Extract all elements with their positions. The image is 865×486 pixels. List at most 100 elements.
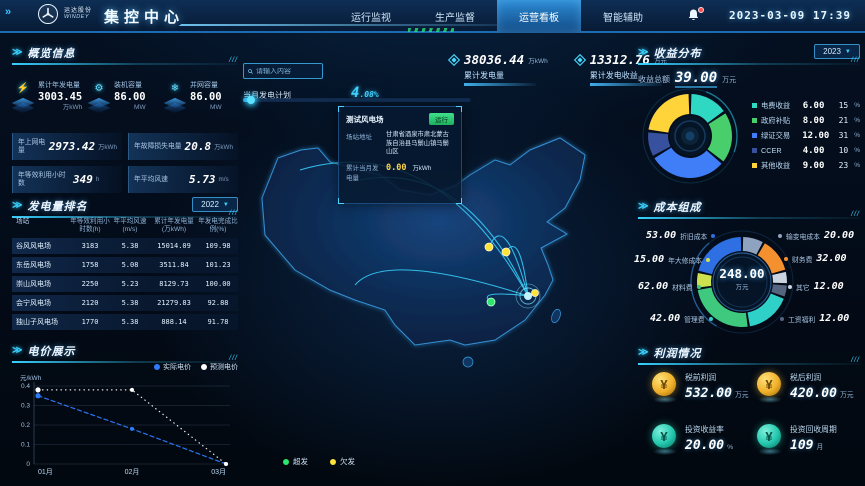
price-point <box>130 387 134 392</box>
taiwan-island[interactable] <box>550 308 562 324</box>
profit-section: ≫ 利润情况 /// <box>638 346 860 365</box>
hainan-island[interactable] <box>462 356 474 368</box>
legend-percent: 31 <box>838 131 849 140</box>
table-cell: 1770 <box>81 317 99 326</box>
legend-item[interactable]: 其他收益 9.00 23 % <box>752 158 860 173</box>
stat-value: 86.00 <box>114 90 146 103</box>
stat-unit: 万元 <box>653 57 667 65</box>
donut-segment[interactable] <box>648 132 671 156</box>
col-hours: 年等效利用小时数(h) <box>70 218 110 233</box>
yuan-coin-icon: ¥ <box>652 424 676 448</box>
donut-segment[interactable] <box>690 94 724 123</box>
slash-decoration: /// <box>851 57 860 64</box>
table-cell: 109.98 <box>205 241 231 250</box>
cost-donut-chart <box>690 230 794 334</box>
donut-segment[interactable] <box>648 94 690 133</box>
slash-decoration: /// <box>229 57 238 64</box>
nav-item-intelligent-assist[interactable]: 智能辅助 <box>603 13 643 24</box>
donut-segment[interactable] <box>757 243 786 274</box>
legend-swatch <box>752 133 757 138</box>
legend-actual-price[interactable]: 实际电价 <box>154 362 191 372</box>
col-generation: 累计年发电量(万kWh) <box>154 218 194 233</box>
donut-segment[interactable] <box>747 293 784 327</box>
nav-item-operation-board[interactable]: 运营看板 <box>497 0 581 33</box>
station-marker-under[interactable] <box>484 242 494 252</box>
svg-text:0: 0 <box>26 461 30 468</box>
table-cell: 91.78 <box>207 317 229 326</box>
table-cell: 3183 <box>81 241 99 250</box>
nav-item-operation-monitor[interactable]: 运行监视 <box>351 13 391 24</box>
donut-segment[interactable] <box>707 113 732 162</box>
legend-forecast-price[interactable]: 预测电价 <box>201 362 238 372</box>
table-row[interactable]: 谷风风电场 3183 5.38 15014.09 109.98 <box>12 237 238 254</box>
center-stats: 38036.44 万kWh 累计发电量 13312.76 万元 累计发电收益 <box>448 52 667 86</box>
plan-value-int: 4 <box>351 85 360 101</box>
table-cell: 东岳风电场 <box>16 261 51 269</box>
stat-total-revenue: 13312.76 万元 累计发电收益 <box>573 52 667 86</box>
cost-dot <box>706 257 711 262</box>
profit-grid: ¥ 税前利润 532.00 万元 ¥ 税后利润 420.00 万元 ¥ <box>652 372 862 455</box>
legend-swatch <box>752 163 757 168</box>
cost-name: 其它 <box>796 284 810 292</box>
slash-decoration: /// <box>851 211 860 218</box>
metric-annual-grid-energy: 年上网电量 2973.42 万kWh <box>12 133 122 160</box>
table-row[interactable]: 独山子风电场 1770 5.38 888.14 91.78 <box>12 313 238 330</box>
tooltip-energy-value: 0.00 <box>386 162 407 173</box>
grid-icon: ❄ <box>170 83 180 94</box>
cost-name: 年大修成本 <box>668 257 703 265</box>
cost-title: 成本组成 <box>653 202 702 214</box>
table-cell: 101.23 <box>205 260 231 269</box>
donut-segment[interactable] <box>742 237 763 255</box>
cost-center-value: 248.00 <box>719 266 765 281</box>
plan-value: 4.08% <box>351 82 379 101</box>
legend-item[interactable]: 政府补贴 8.00 21 % <box>752 113 860 128</box>
stat-value: 3003.45 <box>38 90 83 103</box>
nav-item-production-monitor[interactable]: 生产监督 <box>435 13 475 24</box>
metric-value: 2973.42 <box>48 140 96 153</box>
table-cell: 5.38 <box>121 317 139 326</box>
cost-dot <box>778 233 782 238</box>
station-marker-over[interactable] <box>486 297 496 307</box>
station-marker-under[interactable] <box>501 247 511 257</box>
legend-dot <box>201 364 207 370</box>
station-marker-under[interactable] <box>531 289 539 297</box>
legend-item[interactable]: 绿证交易 12.00 31 % <box>752 128 860 143</box>
table-row[interactable]: 会宁风电场 2120 5.38 21279.83 92.88 <box>12 294 238 311</box>
legend-item[interactable]: CCER 4.00 10 % <box>752 143 860 158</box>
search-icon <box>248 68 253 74</box>
table-cell: 92.88 <box>207 298 229 307</box>
donut-segment[interactable] <box>698 237 742 275</box>
col-station: 场站 <box>16 218 30 225</box>
legend-label: 超发 <box>293 457 308 466</box>
profit-label: 税前利润 <box>685 373 717 382</box>
cost-value: 20.00 <box>823 230 855 241</box>
table-row[interactable]: 东岳风电场 1758 5.08 3511.84 101.23 <box>12 256 238 273</box>
donut-segment[interactable] <box>697 287 748 327</box>
donut-segment[interactable] <box>654 147 722 178</box>
table-cell: 会宁风电场 <box>16 299 51 307</box>
cost-label-overhaul: 15.00 年大修成本 <box>634 254 711 265</box>
legend-label: 电费收益 <box>761 100 791 110</box>
revenue-total-value: 39.00 <box>675 70 718 88</box>
plan-progress-head <box>247 96 256 104</box>
notification-bell-icon[interactable] <box>687 7 704 24</box>
donut-segment[interactable] <box>697 272 712 288</box>
profit-title: 利润情况 <box>653 348 702 360</box>
donut-segment[interactable] <box>772 271 787 284</box>
legend-item[interactable]: 电费收益 6.00 15 % <box>752 98 860 113</box>
search-box[interactable] <box>243 63 323 79</box>
ranking-year-dropdown[interactable]: 2022 ▼ <box>192 197 238 212</box>
table-row[interactable]: 崇山风电场 2250 5.23 8129.73 100.00 <box>12 275 238 292</box>
search-input[interactable] <box>256 67 318 75</box>
stat-label: 装机容量 <box>114 82 142 89</box>
metric-unit: 万kWh <box>214 144 233 151</box>
price-chart: 实际电价 预测电价 元/kWh 0 0.1 0.2 0.3 0.4 01月 02月 03月 <box>12 358 238 486</box>
revenue-section: ≫ 收益分布 2023 ▼ /// <box>638 44 860 65</box>
power-icon: ⚡ <box>16 83 30 94</box>
tooltip-address-value: 甘肃省酒泉市肃北蒙古族自治县马鬃山镇马鬃山区 <box>386 131 449 155</box>
revenue-year-dropdown[interactable]: 2023 ▼ <box>814 44 860 59</box>
donut-segment[interactable] <box>771 284 787 297</box>
legend-over-generation: 超发 <box>283 456 308 467</box>
legend-dot <box>154 364 160 370</box>
